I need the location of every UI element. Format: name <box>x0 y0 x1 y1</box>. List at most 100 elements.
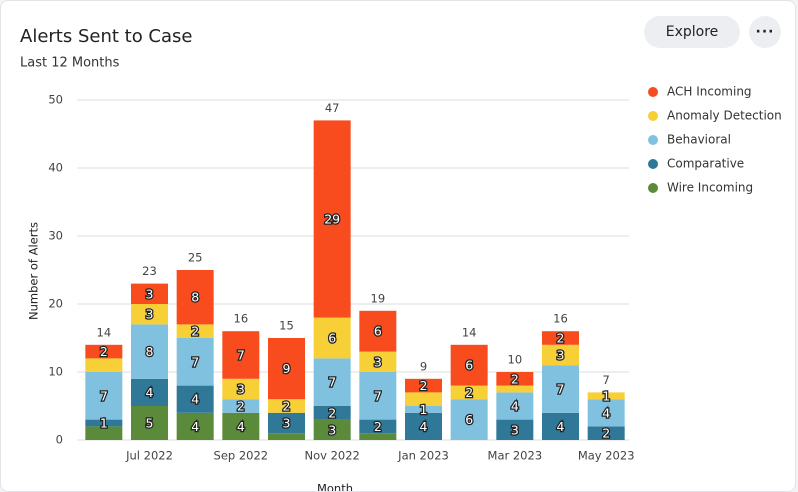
segment-label: 2 <box>602 426 610 441</box>
bar-segment <box>587 399 625 427</box>
y-tick-label: 10 <box>48 365 63 379</box>
segment-label: 9 <box>283 361 291 376</box>
bar-segment <box>222 412 260 440</box>
more-button[interactable]: ··· <box>749 16 781 48</box>
bar-segment <box>405 392 442 406</box>
bar-segment <box>496 385 534 393</box>
total-label: 47 <box>325 101 340 115</box>
legend-swatch <box>648 183 658 193</box>
bar-segment <box>359 310 397 352</box>
chart-title: Alerts Sent to Case <box>20 26 192 47</box>
segment-label: 7 <box>557 382 565 397</box>
y-tick-label: 0 <box>56 433 63 447</box>
segment-label: 6 <box>465 358 473 373</box>
segment-label: 2 <box>465 385 473 400</box>
segment-label: 4 <box>191 419 199 434</box>
segment-label: 2 <box>283 399 291 414</box>
segment-label: 2 <box>374 419 382 434</box>
bar-segment <box>496 419 534 440</box>
bar-segment <box>131 378 168 406</box>
total-label: 25 <box>188 251 203 265</box>
bar-segment <box>176 385 214 413</box>
segment-label: 7 <box>328 375 336 390</box>
total-label: 16 <box>234 312 249 326</box>
total-label: 23 <box>142 264 157 278</box>
bar-segment <box>176 270 214 325</box>
bar-segment <box>542 412 579 440</box>
bar-segment <box>359 372 397 420</box>
x-tick-label: Sep 2022 <box>214 449 269 463</box>
segment-label: 2 <box>557 331 565 346</box>
bar-segment <box>268 338 305 400</box>
bar-segment <box>131 324 168 379</box>
x-tick-label: Jan 2023 <box>397 449 449 463</box>
bar-segment <box>542 344 579 366</box>
y-tick-label: 50 <box>48 93 63 107</box>
segment-label: 1 <box>420 402 428 417</box>
legend-label: Behavioral <box>667 133 731 147</box>
y-tick-label: 30 <box>48 229 63 243</box>
bar-segment <box>85 426 123 440</box>
bar-segment <box>587 426 625 440</box>
total-label: 7 <box>603 373 610 387</box>
segment-label: 8 <box>146 344 154 359</box>
total-label: 10 <box>508 353 523 367</box>
segment-label: 6 <box>374 324 382 339</box>
x-tick-label: Mar 2023 <box>488 449 543 463</box>
bar-segment <box>313 406 351 420</box>
bar-segment <box>85 344 123 359</box>
bar-segment <box>85 358 123 372</box>
bar-segment <box>542 365 579 413</box>
segment-label: 3 <box>328 422 336 437</box>
bar-segment <box>313 358 351 406</box>
y-tick-label: 40 <box>48 161 63 175</box>
bar-segment <box>222 378 260 400</box>
segment-label: 1 <box>100 416 108 431</box>
bar-segment <box>359 351 397 372</box>
segment-label: 2 <box>420 378 428 393</box>
segment-label: 3 <box>557 348 565 363</box>
bar-segment <box>450 399 488 440</box>
bar-segment <box>131 304 168 325</box>
total-label: 14 <box>97 325 112 339</box>
explore-button[interactable]: Explore <box>644 16 740 48</box>
bar-segment <box>313 419 351 440</box>
bar-segment <box>176 338 214 386</box>
bar-segment <box>268 412 305 434</box>
bar-segment <box>176 324 214 338</box>
y-tick-label: 20 <box>48 297 63 311</box>
legend-label: Comparative <box>667 157 744 171</box>
segment-label: 4 <box>237 419 245 434</box>
bar-segment <box>450 385 488 400</box>
segment-label: 3 <box>283 416 291 431</box>
bar-segment <box>131 406 168 440</box>
bar-segment <box>222 331 260 379</box>
legend-swatch <box>648 87 658 97</box>
segment-label: 3 <box>237 382 245 397</box>
bar-segment <box>313 317 351 359</box>
total-label: 15 <box>279 319 294 333</box>
bar-segment <box>405 412 442 440</box>
bar-segment <box>313 120 351 318</box>
legend-label: Anomaly Detection <box>667 109 782 123</box>
segment-label: 2 <box>100 344 108 359</box>
segment-label: 4 <box>602 405 610 420</box>
total-label: 19 <box>371 291 386 305</box>
segment-label: 5 <box>146 416 154 431</box>
bar-segment <box>268 433 305 440</box>
total-label: 16 <box>553 312 568 326</box>
segment-label: 8 <box>191 290 199 305</box>
bar-segment <box>85 419 123 427</box>
segment-label: 6 <box>328 331 336 346</box>
total-label: 14 <box>462 325 477 339</box>
bar-segment <box>496 392 534 420</box>
x-tick-label: Jul 2022 <box>125 449 173 463</box>
total-label: 9 <box>420 359 427 373</box>
chart-subtitle: Last 12 Months <box>20 56 120 71</box>
segment-label: 4 <box>420 419 428 434</box>
bar-segment <box>85 372 123 420</box>
y-axis-label: Number of Alerts <box>27 222 41 320</box>
bar-segment <box>405 406 442 413</box>
segment-label: 3 <box>374 354 382 369</box>
